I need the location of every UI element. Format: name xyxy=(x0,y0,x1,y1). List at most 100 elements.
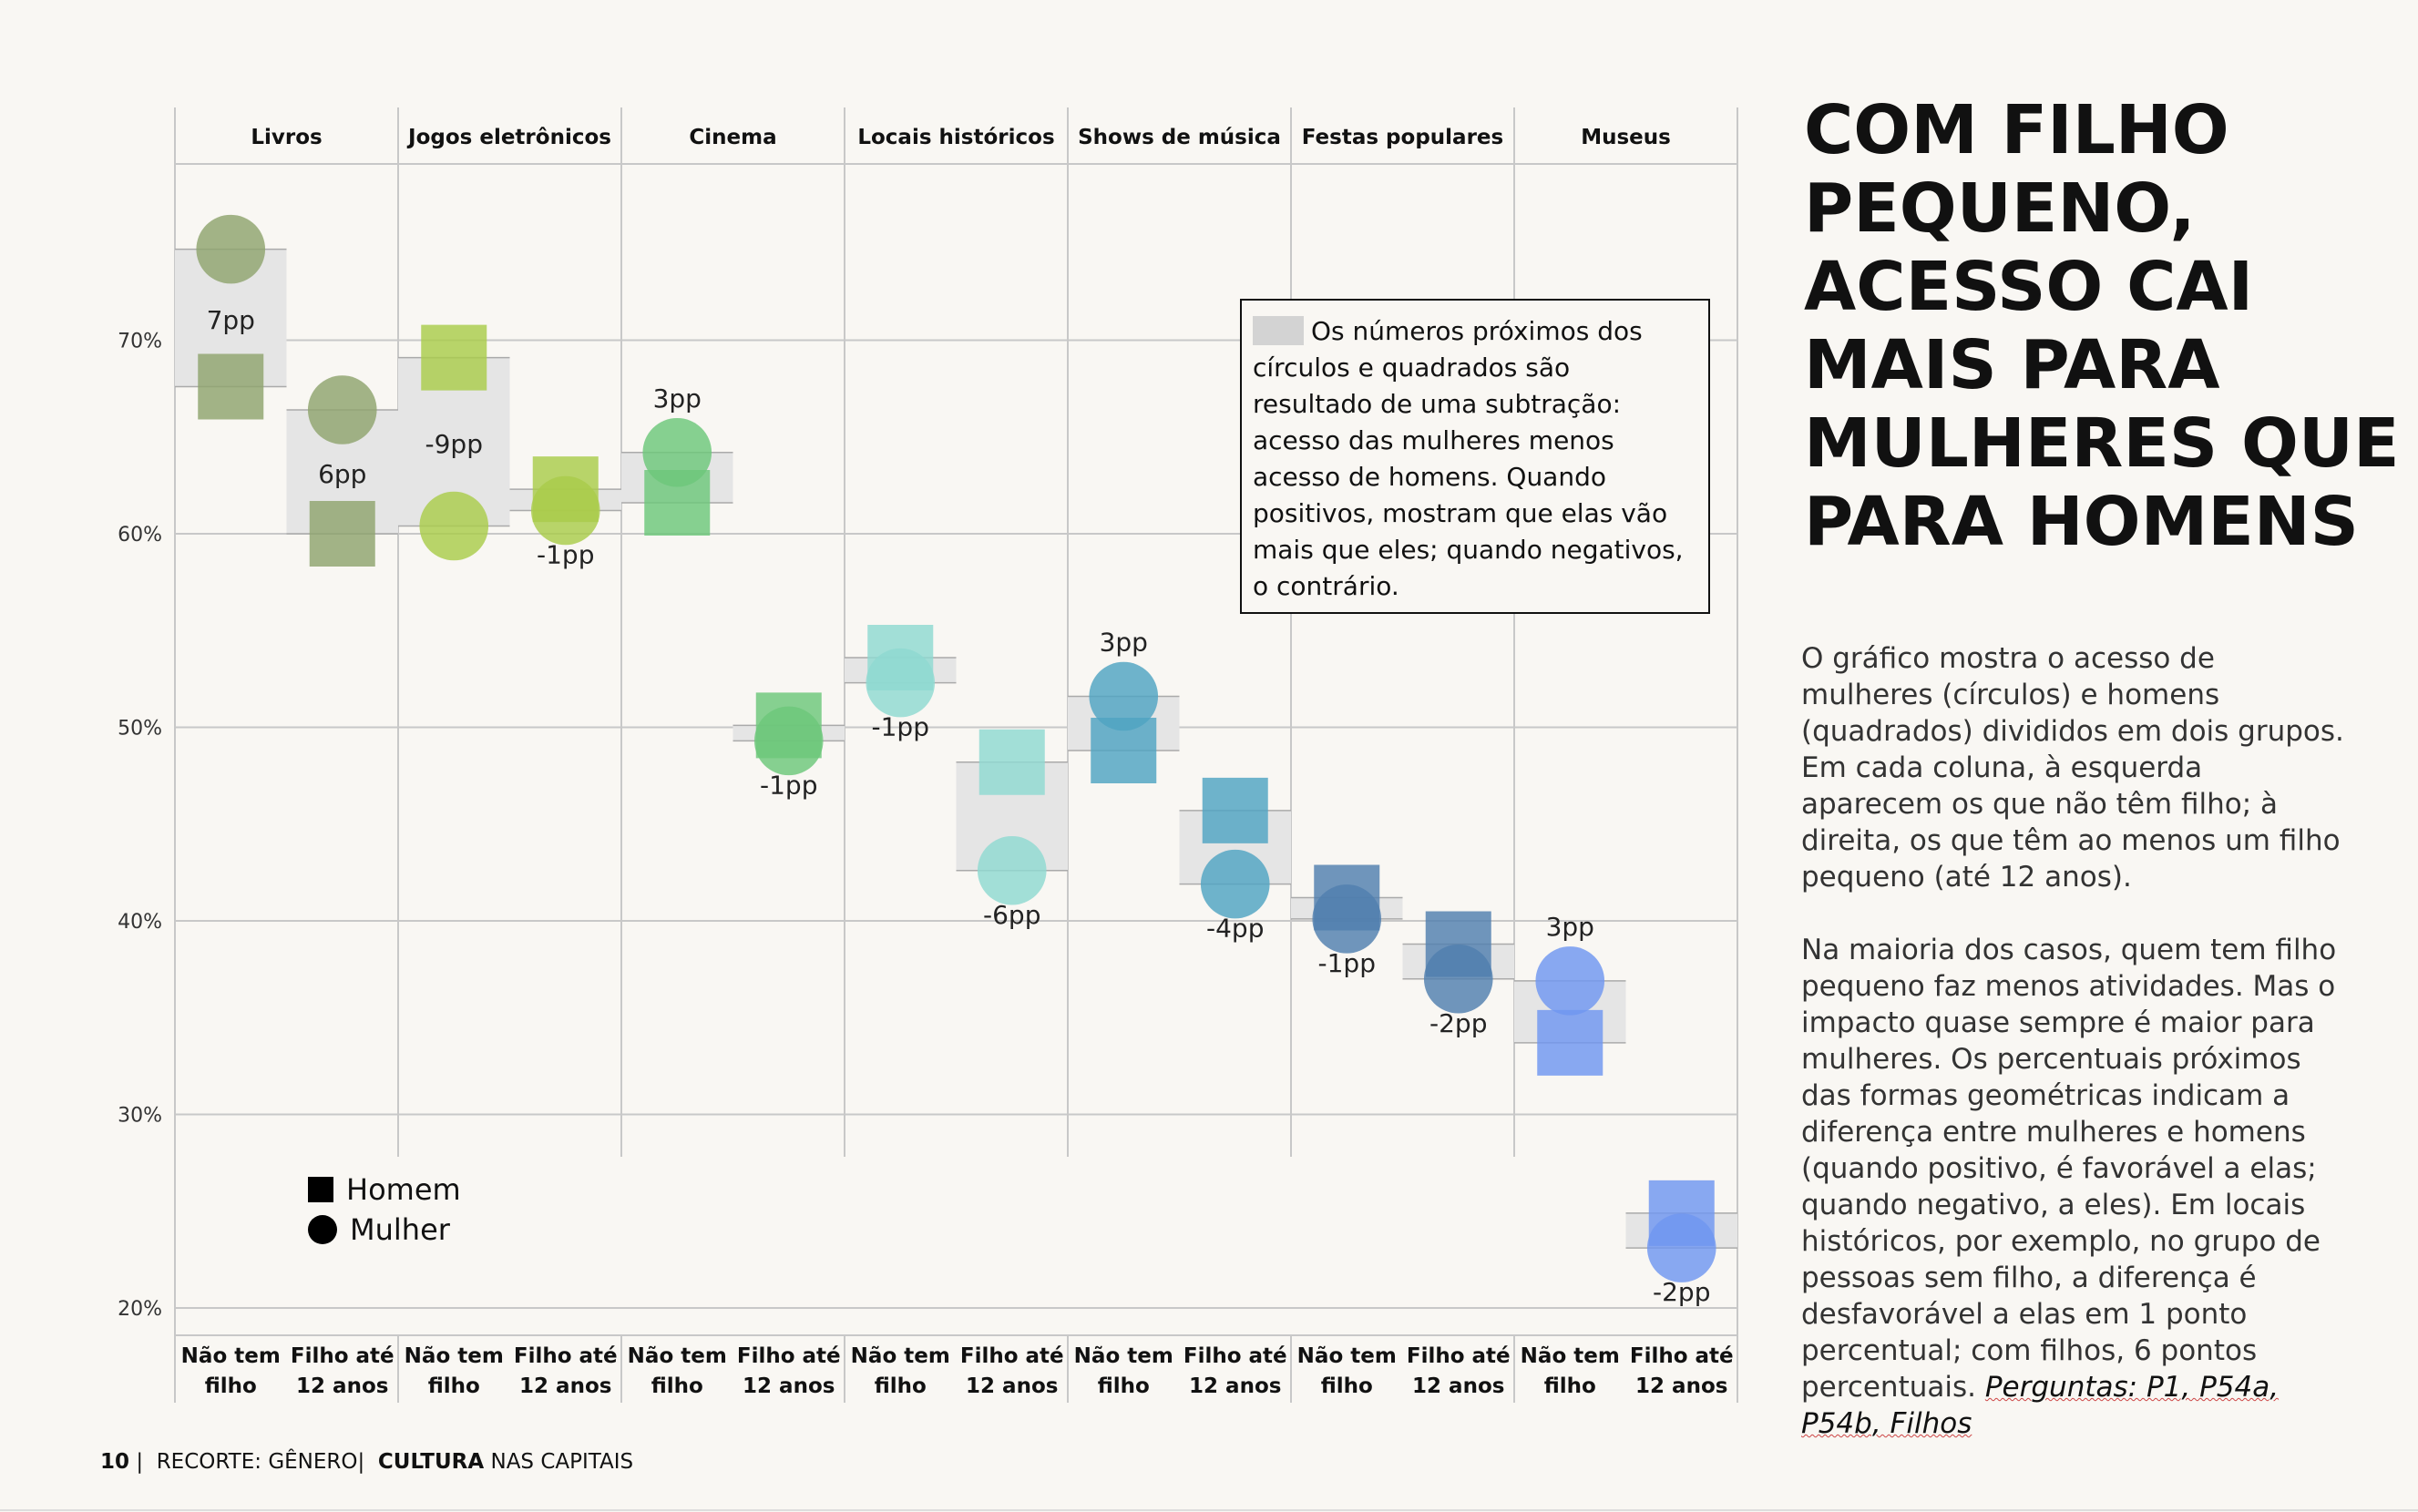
category-header: Livros xyxy=(251,126,322,149)
y-tick-label: 60% xyxy=(118,524,162,547)
woman-circle-marker xyxy=(530,475,600,546)
headline-line: PARA HOMENS xyxy=(1804,483,2359,561)
footer: 10 | RECORTE: GÊNERO| CULTURA NAS CAPITA… xyxy=(100,1450,634,1474)
category-header: Jogos eletrônicos xyxy=(406,126,611,149)
difference-label: -9pp xyxy=(425,429,483,459)
woman-circle-marker xyxy=(753,706,824,776)
category-header: Festas populares xyxy=(1302,126,1503,149)
body-text: O gráfico mostra o acesso de mulheres (c… xyxy=(1801,640,2348,1478)
body-paragraph: O gráfico mostra o acesso de mulheres (c… xyxy=(1801,642,2344,894)
category-header: Shows de música xyxy=(1078,126,1281,149)
group-label: filho xyxy=(1098,1374,1150,1398)
difference-label: -1pp xyxy=(1318,948,1376,978)
legend-item-woman: Mulher xyxy=(308,1210,461,1250)
woman-circle-marker xyxy=(642,417,712,487)
note-box: Os números próximos dos círculos e quadr… xyxy=(1240,299,1710,614)
group-label: Não tem xyxy=(1297,1344,1397,1368)
note-swatch xyxy=(1253,316,1304,345)
group-label: 12 anos xyxy=(966,1374,1058,1398)
woman-circle-marker xyxy=(866,648,936,718)
group-label: Filho até xyxy=(737,1344,841,1368)
woman-circle-marker xyxy=(1646,1213,1716,1282)
difference-label: 3pp xyxy=(1546,912,1594,942)
headline-line: COM FILHO xyxy=(1804,91,2229,169)
group-label: Não tem xyxy=(851,1344,950,1368)
headline-line: PEQUENO, xyxy=(1804,169,2196,248)
group-label: Não tem xyxy=(628,1344,727,1368)
man-square-marker xyxy=(1537,1009,1603,1076)
man-square-marker xyxy=(421,324,487,391)
group-label: filho xyxy=(205,1374,257,1398)
difference-label: -4pp xyxy=(1206,914,1264,944)
woman-circle-marker xyxy=(419,491,489,561)
page-number: 10 xyxy=(100,1450,130,1474)
woman-circle-marker xyxy=(196,214,266,284)
square-icon xyxy=(308,1177,333,1202)
man-square-marker xyxy=(1202,777,1268,843)
difference-label: -1pp xyxy=(872,712,929,742)
difference-label: 3pp xyxy=(1100,628,1148,658)
difference-label: 7pp xyxy=(207,305,255,335)
group-label: Filho até xyxy=(1183,1344,1287,1368)
woman-circle-marker xyxy=(1535,946,1605,1016)
group-label: 12 anos xyxy=(1635,1374,1727,1398)
y-tick-label: 40% xyxy=(118,911,162,934)
legend-item-man: Homem xyxy=(308,1170,461,1210)
publication-rest: NAS CAPITAIS xyxy=(490,1450,634,1474)
headline-line: MULHERES QUE xyxy=(1804,404,2400,483)
group-label: Não tem xyxy=(1521,1344,1620,1368)
group-label: Não tem xyxy=(1074,1344,1173,1368)
group-label: Filho até xyxy=(960,1344,1064,1368)
man-square-marker xyxy=(978,729,1045,795)
headline-line: MAIS PARA xyxy=(1804,326,2220,404)
group-label: 12 anos xyxy=(296,1374,388,1398)
group-label: Não tem xyxy=(181,1344,281,1368)
questions-reference: Perguntas: P1, P54a, P54b, Filhos xyxy=(1801,1371,2280,1440)
difference-label: -2pp xyxy=(1653,1277,1710,1307)
group-label: 12 anos xyxy=(1412,1374,1504,1398)
group-label: filho xyxy=(651,1374,703,1398)
headline-line: ACESSO CAI xyxy=(1804,248,2254,326)
body-paragraph: Na maioria dos casos, quem tem filho peq… xyxy=(1801,932,2348,1442)
circle-icon xyxy=(308,1215,337,1244)
group-label: filho xyxy=(875,1374,927,1398)
group-label: Filho até xyxy=(291,1344,394,1368)
category-header: Cinema xyxy=(689,126,776,149)
category-header: Museus xyxy=(1581,126,1671,149)
headline: COM FILHO PEQUENO, ACESSO CAI MAIS PARA … xyxy=(1804,91,2400,561)
bottom-divider xyxy=(0,1509,2418,1511)
y-tick-label: 30% xyxy=(118,1105,162,1128)
group-label: filho xyxy=(1544,1374,1596,1398)
difference-label: 6pp xyxy=(318,459,366,489)
difference-label: -6pp xyxy=(983,900,1040,930)
group-label: Filho até xyxy=(1630,1344,1734,1368)
man-square-marker xyxy=(309,501,375,567)
woman-circle-marker xyxy=(1312,884,1382,954)
section-label: RECORTE: GÊNERO xyxy=(156,1450,358,1474)
y-tick-label: 70% xyxy=(118,331,162,353)
difference-label: 3pp xyxy=(653,383,702,414)
group-label: filho xyxy=(1321,1374,1373,1398)
group-label: 12 anos xyxy=(519,1374,611,1398)
group-label: Filho até xyxy=(514,1344,618,1368)
man-square-marker xyxy=(198,353,264,420)
note-text: Os números próximos dos círculos e quadr… xyxy=(1253,316,1684,601)
category-header: Locais históricos xyxy=(857,126,1054,149)
woman-circle-marker xyxy=(1200,849,1270,919)
group-label: 12 anos xyxy=(743,1374,835,1398)
difference-label: -1pp xyxy=(537,540,594,570)
difference-label: -1pp xyxy=(760,770,817,800)
group-label: Não tem xyxy=(405,1344,504,1368)
body-paragraph-text: Na maioria dos casos, quem tem filho peq… xyxy=(1801,934,2337,1404)
difference-label: -2pp xyxy=(1429,1008,1487,1038)
legend-label-man: Homem xyxy=(346,1172,461,1207)
legend: Homem Mulher xyxy=(308,1170,461,1250)
woman-circle-marker xyxy=(1423,944,1493,1014)
publication-bold: CULTURA xyxy=(377,1450,485,1474)
woman-circle-marker xyxy=(977,835,1047,905)
y-tick-label: 50% xyxy=(118,718,162,741)
woman-circle-marker xyxy=(307,375,377,444)
y-tick-label: 20% xyxy=(118,1298,162,1321)
woman-circle-marker xyxy=(1089,661,1159,731)
